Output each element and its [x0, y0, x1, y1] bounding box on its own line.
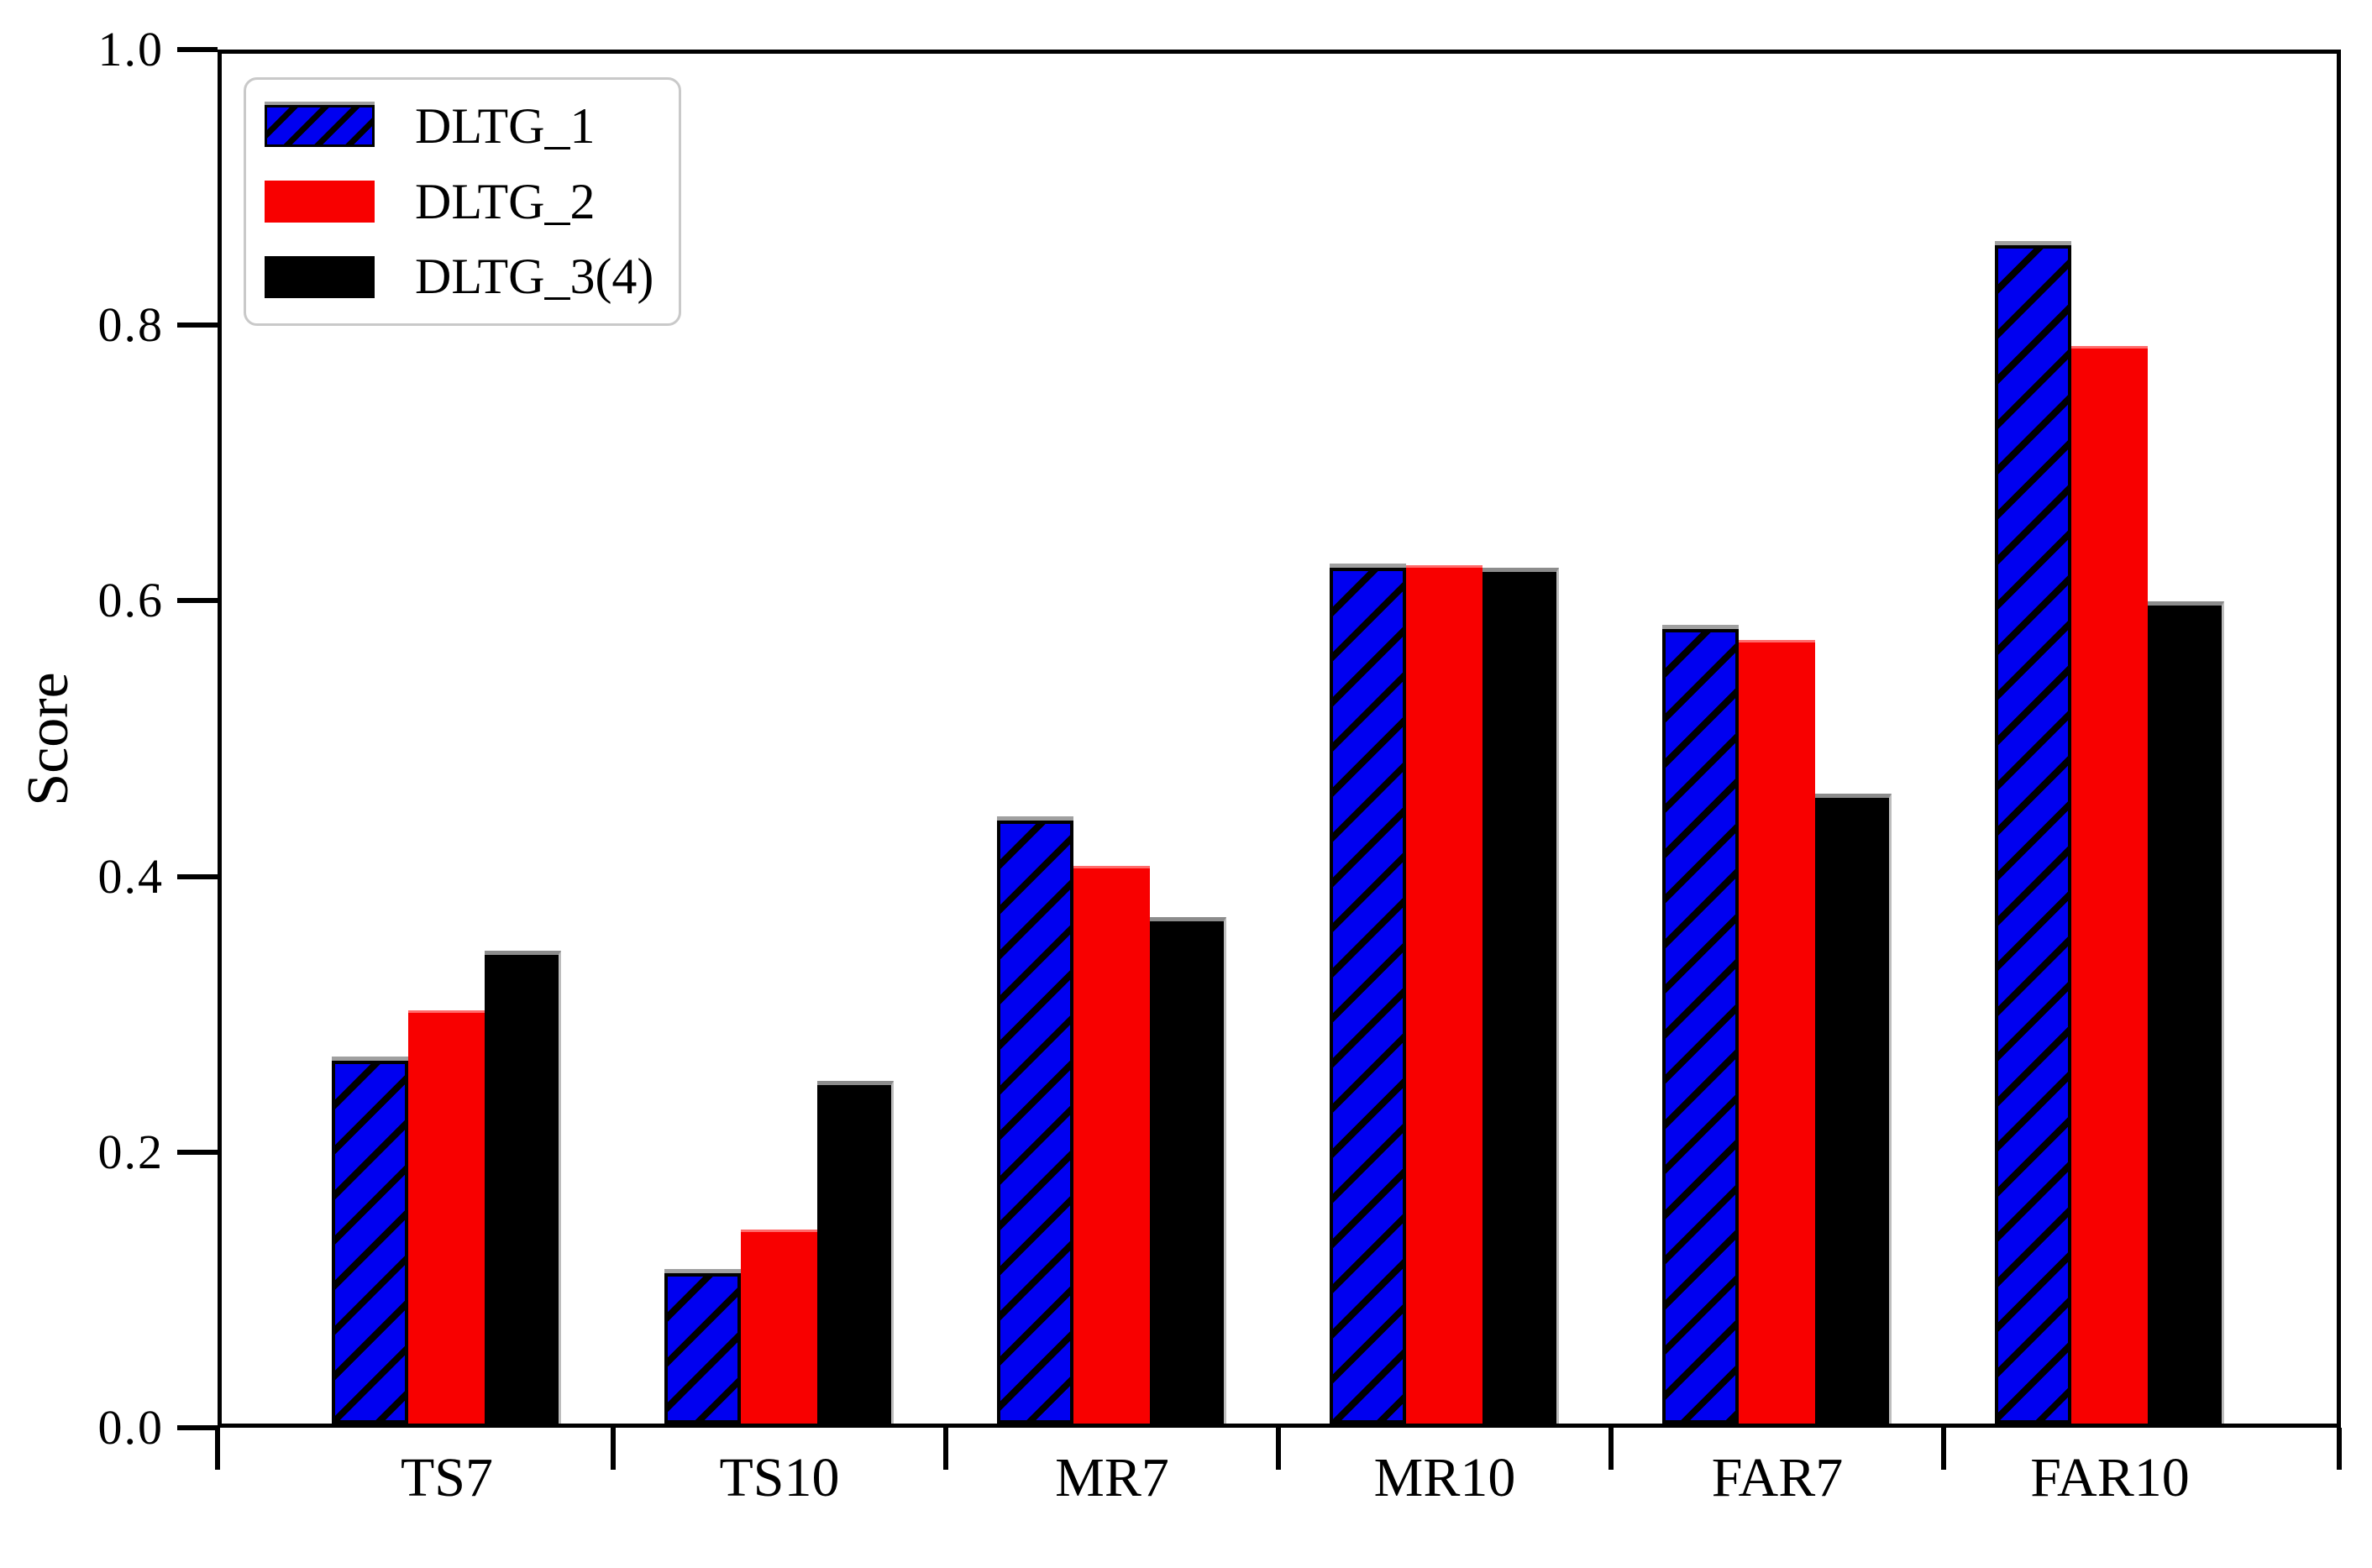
legend-row-DLTG_3(4): DLTG_3(4): [265, 248, 679, 306]
bar-TS10-DLTG_3(4): [817, 1081, 894, 1424]
x-category-label-MR7: MR7: [1055, 1447, 1169, 1508]
x-category-label-FAR7: FAR7: [1711, 1447, 1844, 1508]
y-tick-label: 0.4: [97, 849, 164, 904]
x-tick: [1276, 1428, 1281, 1470]
bar-MR10-DLTG_2: [1406, 568, 1482, 1424]
x-tick: [1608, 1428, 1614, 1470]
y-tick: [177, 47, 218, 52]
bar-FAR7-DLTG_2: [1739, 642, 1815, 1424]
y-tick-label: 0.8: [97, 297, 164, 352]
x-tick: [943, 1428, 948, 1470]
bar-MR7-DLTG_1: [997, 821, 1073, 1424]
y-tick-label: 1.0: [97, 22, 164, 76]
bar-FAR7-DLTG_3(4): [1815, 794, 1892, 1424]
legend-swatch-icon: [265, 181, 375, 223]
x-category-label-TS10: TS10: [719, 1447, 840, 1508]
y-tick-label: 0.2: [97, 1125, 164, 1179]
y-tick-label: 0.0: [97, 1400, 164, 1455]
y-tick: [177, 874, 218, 879]
legend-label: DLTG_2: [415, 173, 596, 229]
y-axis-label: Score: [16, 672, 81, 806]
bar-TS10-DLTG_1: [664, 1273, 741, 1424]
bar-TS7-DLTG_1: [332, 1061, 408, 1424]
legend-row-DLTG_2: DLTG_2: [265, 173, 679, 231]
y-tick: [177, 323, 218, 328]
bar-TS7-DLTG_2: [408, 1013, 485, 1424]
x-tick: [215, 1428, 220, 1470]
bar-FAR10-DLTG_2: [2071, 349, 2148, 1424]
bar-MR10-DLTG_3(4): [1482, 568, 1559, 1424]
y-tick: [177, 598, 218, 603]
y-tick-label: 0.6: [97, 573, 164, 627]
x-tick: [2337, 1428, 2342, 1470]
bar-TS7-DLTG_3(4): [485, 951, 561, 1424]
bar-MR7-DLTG_3(4): [1150, 917, 1226, 1424]
bar-FAR10-DLTG_1: [1995, 245, 2071, 1424]
bar-TS10-DLTG_2: [741, 1232, 817, 1424]
x-category-label-MR10: MR10: [1373, 1447, 1516, 1508]
y-tick: [177, 1425, 218, 1430]
x-category-label-FAR10: FAR10: [2030, 1447, 2190, 1508]
bar-FAR7-DLTG_1: [1662, 629, 1739, 1424]
x-tick: [611, 1428, 616, 1470]
legend-swatch-icon: [265, 255, 375, 298]
legend-row-DLTG_1: DLTG_1: [265, 97, 679, 155]
bar-FAR10-DLTG_3(4): [2148, 601, 2224, 1424]
y-tick: [177, 1150, 218, 1155]
bar-MR7-DLTG_2: [1073, 868, 1150, 1424]
legend: DLTG_1 DLTG_2 DLTG_3(4): [244, 77, 681, 326]
bar-MR10-DLTG_1: [1330, 568, 1406, 1424]
plot-area: [218, 50, 2341, 1428]
x-category-label-TS7: TS7: [400, 1447, 494, 1508]
legend-label: DLTG_3(4): [415, 249, 654, 305]
legend-label: DLTG_1: [415, 97, 596, 154]
x-tick: [1941, 1428, 1946, 1470]
legend-swatch-icon: [265, 105, 375, 148]
